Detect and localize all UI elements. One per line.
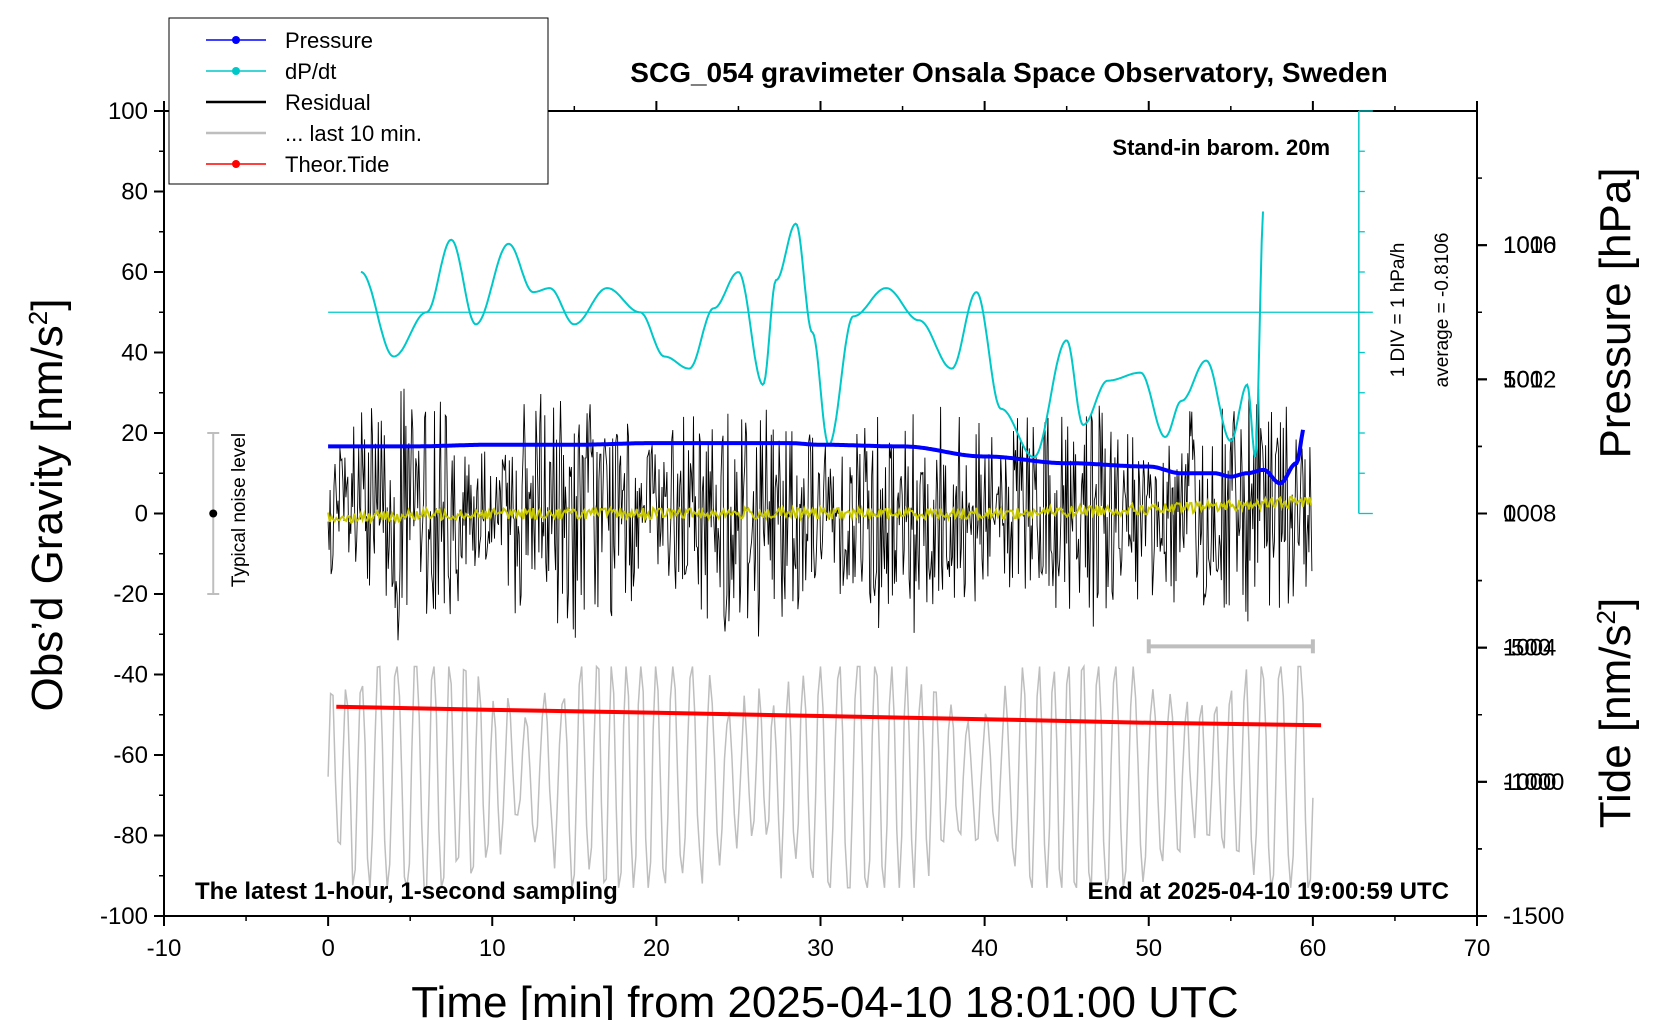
pressure-tick-label: 1012 bbox=[1503, 366, 1556, 393]
dpdt-average-label: average = -0.8106 bbox=[1432, 233, 1453, 388]
x-axis-title: Time [min] from 2025-04-10 18:01:00 UTC bbox=[411, 978, 1238, 1020]
pressure-tick-label: 1016 bbox=[1503, 232, 1556, 259]
pressure-tick-label: 1008 bbox=[1503, 501, 1556, 528]
y-tick-label: 100 bbox=[108, 98, 148, 125]
pressure-tick-label: 1004 bbox=[1503, 635, 1556, 662]
y-tick-label: -40 bbox=[113, 662, 148, 689]
y-tick-label: -20 bbox=[113, 581, 148, 608]
legend-label: Residual bbox=[285, 90, 371, 115]
legend: Pressure dP/dt Residual ... last 10 min. The… bbox=[168, 17, 549, 185]
x-tick-label: 20 bbox=[643, 935, 670, 962]
dpdt-scale-label: 1 DIV = 1 hPa/h bbox=[1388, 243, 1409, 378]
tide-tick-label: -500 bbox=[1503, 635, 1551, 662]
legend-marker bbox=[232, 36, 240, 44]
pressure-line bbox=[328, 429, 1305, 486]
tide-tick-label: 1000 bbox=[1503, 232, 1556, 259]
series-layer bbox=[207, 110, 1373, 889]
tide-tick-label: -1000 bbox=[1503, 769, 1564, 796]
tide-tick-label: 500 bbox=[1503, 366, 1543, 393]
barometer-note: Stand-in barom. 20m bbox=[1112, 135, 1330, 160]
legend-marker bbox=[232, 160, 240, 168]
legend-label: dP/dt bbox=[285, 59, 336, 84]
noise-bar-center-dot bbox=[209, 509, 218, 518]
last-10-min-line bbox=[327, 663, 1314, 889]
pressure-tick-label: 1000 bbox=[1503, 769, 1556, 796]
y-tick-label: 40 bbox=[121, 340, 148, 367]
x-tick-label: 0 bbox=[321, 935, 334, 962]
dpdt-line bbox=[360, 211, 1264, 459]
y-tick-label: -80 bbox=[113, 823, 148, 850]
end-time-note: End at 2025-04-10 19:00:59 UTC bbox=[1088, 878, 1450, 905]
legend-marker bbox=[232, 67, 240, 75]
x-tick-label: 10 bbox=[479, 935, 506, 962]
y-tick-label: 0 bbox=[135, 501, 148, 528]
x-tick-label: 50 bbox=[1135, 935, 1162, 962]
residual-smoothed-line bbox=[327, 495, 1313, 525]
noise-level-label: Typical noise level bbox=[229, 433, 250, 587]
x-tick-label: 40 bbox=[971, 935, 998, 962]
legend-label: ... last 10 min. bbox=[285, 121, 422, 146]
y-axis-title-tide: Tide [nm/s2] bbox=[1591, 598, 1640, 828]
y-axis-title-pressure: Pressure [hPa] bbox=[1591, 167, 1640, 458]
x-tick-label: -10 bbox=[147, 935, 182, 962]
x-tick-label: 70 bbox=[1464, 935, 1491, 962]
legend-label: Pressure bbox=[285, 28, 373, 53]
sampling-note: The latest 1-hour, 1-second sampling bbox=[195, 878, 618, 905]
theoretical-tide-line bbox=[336, 704, 1322, 728]
y-tick-label: 80 bbox=[121, 179, 148, 206]
x-tick-label: 60 bbox=[1300, 935, 1327, 962]
axis-ticks: -10 0 10 20 30 40 50 60 70100806040200-20-40-60-… bbox=[100, 98, 1564, 962]
legend-label: Theor.Tide bbox=[285, 152, 389, 177]
tide-tick-label: 0 bbox=[1503, 501, 1516, 528]
y-tick-label: 60 bbox=[121, 259, 148, 286]
y-tick-label: -60 bbox=[113, 742, 148, 769]
chart-title: SCG_054 gravimeter Onsala Space Observat… bbox=[630, 57, 1387, 88]
y-tick-label: -100 bbox=[100, 903, 148, 930]
x-tick-label: 30 bbox=[807, 935, 834, 962]
y-axis-title-gravity: Obs’d Gravity [nm/s2] bbox=[23, 298, 72, 711]
tide-tick-label: -1500 bbox=[1503, 903, 1564, 930]
y-tick-label: 20 bbox=[121, 420, 148, 447]
